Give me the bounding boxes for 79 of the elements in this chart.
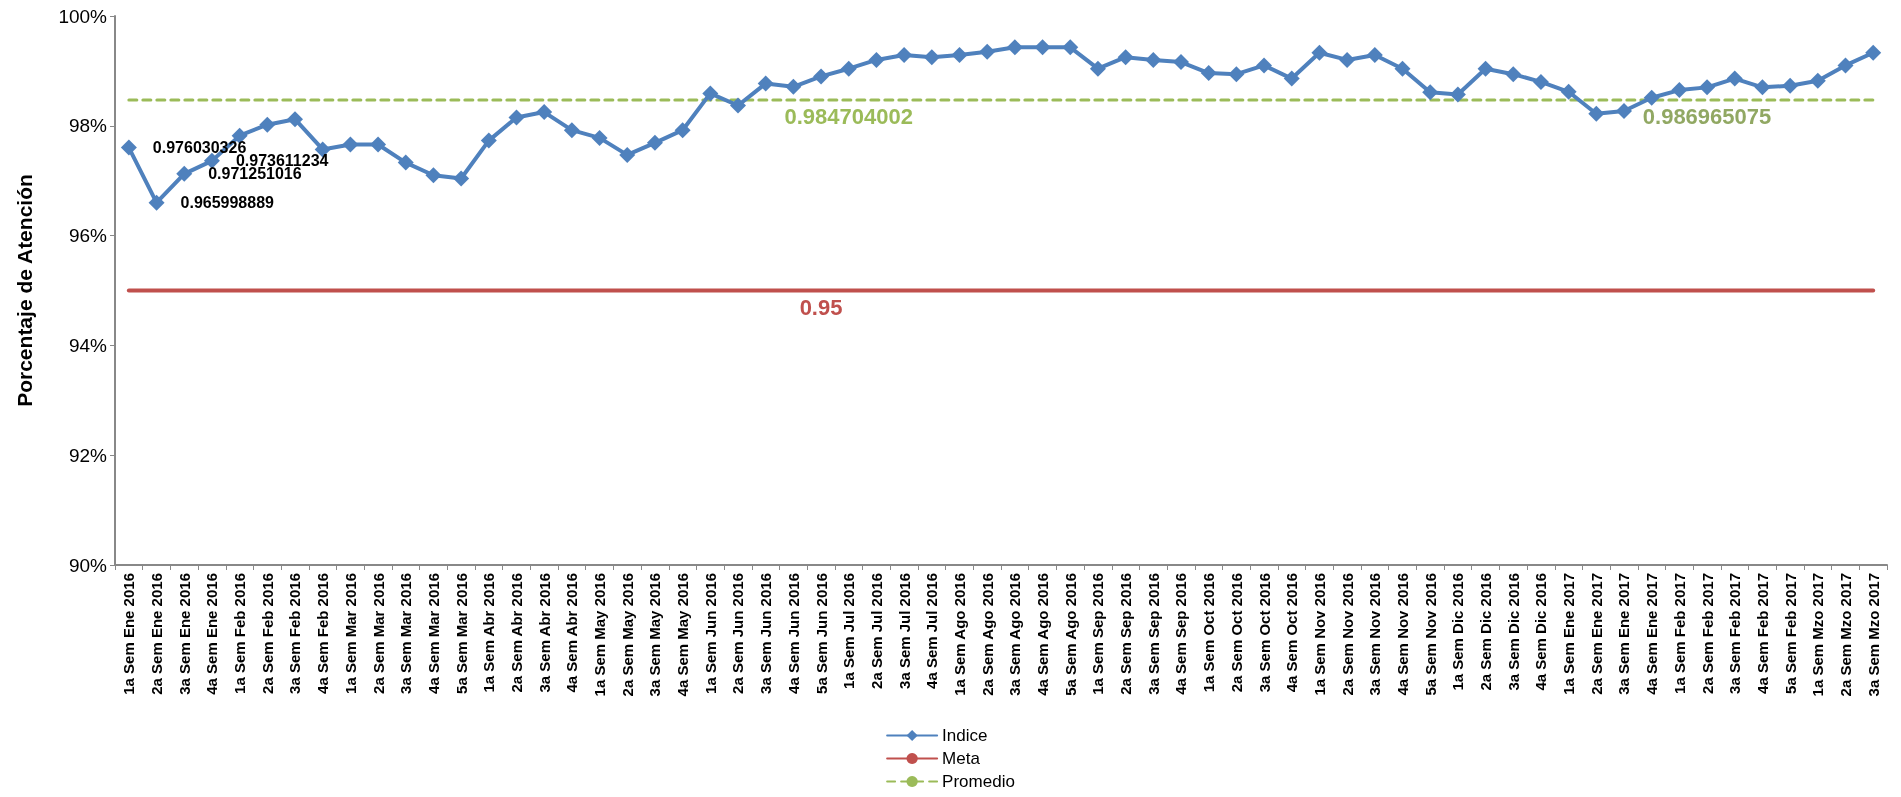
x-tick-label: 2a Sem Ene 2016 [148,573,166,695]
x-tick-label: 2a Sem Abr 2016 [507,573,525,693]
x-tick-label: 2a Sem Dic 2016 [1477,573,1495,691]
x-tick-label: 3a Sem Sep 2016 [1144,573,1162,695]
x-tick-label: 3a Sem Abr 2016 [535,573,553,693]
x-tick-label: 2a Sem Ago 2016 [978,573,996,696]
annotation: 0.986965075 [1642,104,1772,130]
y-tick-label: 90% [68,554,108,576]
x-tick-label: 4a Sem Sep 2016 [1172,573,1190,695]
x-tick-label: 5a Sem Mar 2016 [452,573,470,694]
data-label: 0.984704002 [784,104,913,130]
data-label: 0.965998889 [180,194,275,212]
x-tick-label: 2a Sem Jul 2016 [867,573,885,689]
legend-label: Promedio [942,772,1015,791]
x-tick-label: 2a Sem Mzo 2017 [1836,573,1854,697]
x-tick-label: 3a Sem Mar 2016 [397,573,415,694]
x-tick-label: 1a Sem Ago 2016 [950,573,968,696]
y-tick-label: 92% [68,444,108,466]
x-tick-label: 3a Sem Ene 2017 [1615,573,1633,695]
x-tick-label: 1a Sem May 2016 [591,573,609,697]
x-tick-label: 1a Sem Jul 2016 [840,573,858,689]
x-tick-label: 1a Sem Ene 2017 [1560,573,1578,695]
x-tick-label: 3a Sem Mzo 2017 [1864,573,1882,697]
x-tick-label: 4a Sem May 2016 [674,573,692,697]
x-tick-label: 4a Sem Jun 2016 [784,573,802,694]
legend-label: Meta [942,749,981,768]
x-tick-label: 2a Sem Feb 2016 [258,573,276,694]
x-tick-label: 3a Sem Feb 2016 [286,573,304,694]
x-tick-label: 1a Sem Sep 2016 [1089,573,1107,695]
y-axis-title: Porcentaje de Atención [13,174,36,407]
x-tick-label: 2a Sem Ene 2017 [1587,573,1605,695]
x-tick-label: 3a Sem Oct 2016 [1255,573,1273,693]
y-tick-label: 96% [68,225,108,247]
x-tick-label: 2a Sem Oct 2016 [1227,573,1245,693]
x-tick-label: 4a Sem Abr 2016 [563,573,581,693]
x-tick-label: 2a Sem Jun 2016 [729,573,747,694]
x-tick-label: 5a Sem Jun 2016 [812,573,830,694]
x-tick-label: 3a Sem Nov 2016 [1366,573,1384,696]
legend-label: Indice [942,726,988,745]
x-tick-label: 4a Sem Nov 2016 [1393,573,1411,696]
x-tick-label: 1a Sem Oct 2016 [1200,573,1218,693]
x-tick-label: 3a Sem Dic 2016 [1504,573,1522,691]
x-tick-label: 4a Sem Ene 2016 [203,573,221,695]
x-tick-label: 3a Sem Jun 2016 [757,573,775,694]
x-tick-label: 5a Sem Ago 2016 [1061,573,1079,696]
data-label: 0.971251016 [208,165,302,183]
y-tick-label: 94% [68,334,108,356]
x-tick-label: 1a Sem Abr 2016 [480,573,498,693]
x-tick-label: 1a Sem Dic 2016 [1449,573,1467,691]
x-tick-label: 2a Sem Mar 2016 [369,573,387,694]
x-tick-label: 3a Sem Feb 2017 [1726,573,1744,694]
x-tick-label: 2a Sem Nov 2016 [1338,573,1356,696]
x-tick-label: 3a Sem Jul 2016 [895,573,913,689]
x-tick-label: 2a Sem May 2016 [618,573,636,697]
x-tick-label: 1a Sem Feb 2016 [231,573,249,694]
x-tick-label: 3a Sem Ene 2016 [175,573,193,695]
x-tick-label: 1a Sem Feb 2017 [1670,573,1688,694]
x-tick-label: 1a Sem Nov 2016 [1310,573,1328,696]
x-tick-label: 4a Sem Dic 2016 [1532,573,1550,691]
x-tick-label: 1a Sem Jun 2016 [701,573,719,694]
x-tick-label: 4a Sem Oct 2016 [1283,573,1301,693]
x-tick-label: 2a Sem Sep 2016 [1117,573,1135,695]
x-tick-label: 3a Sem Ago 2016 [1006,573,1024,696]
x-tick-label: 4a Sem Feb 2017 [1753,573,1771,694]
data-label: 0.95 [799,295,843,320]
x-tick-label: 5a Sem Feb 2017 [1781,573,1799,694]
x-tick-label: 1a Sem Mar 2016 [341,573,359,694]
x-tick-label: 2a Sem Feb 2017 [1698,573,1716,694]
x-tick-label: 4a Sem Mar 2016 [424,573,442,694]
x-tick-label: 4a Sem Ago 2016 [1034,573,1052,696]
x-tick-label: 4a Sem Jul 2016 [923,573,941,689]
y-tick-label: 100% [58,5,108,27]
x-tick-label: 4a Sem Ene 2017 [1643,573,1661,695]
y-tick-label: 98% [68,115,108,137]
x-tick-label: 1a Sem Ene 2016 [120,573,138,695]
x-tick-label: 5a Sem Nov 2016 [1421,573,1439,696]
x-tick-label: 1a Sem Mzo 2017 [1809,573,1827,697]
x-tick-label: 4a Sem Feb 2016 [314,573,332,694]
x-tick-label: 3a Sem May 2016 [646,573,664,697]
